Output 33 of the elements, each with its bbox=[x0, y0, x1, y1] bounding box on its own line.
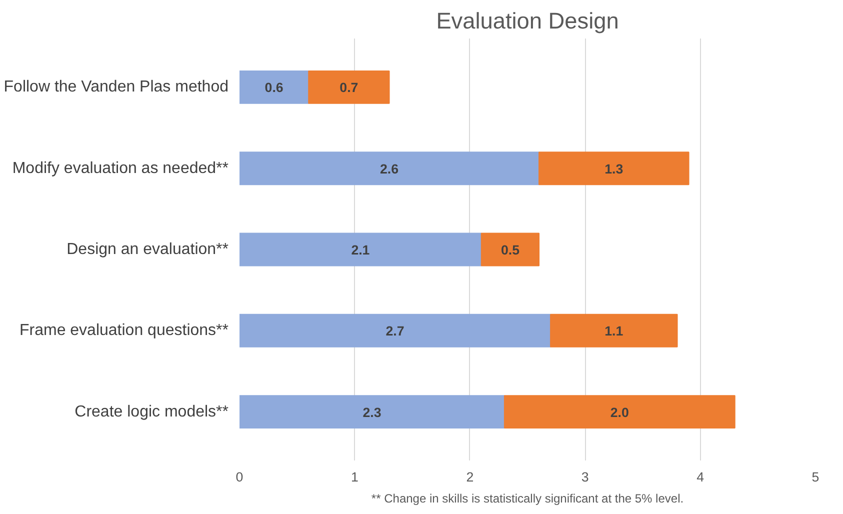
x-tick-label: 2 bbox=[466, 470, 474, 484]
bar bbox=[538, 152, 690, 186]
y-tick-label: Frame evaluation questions** bbox=[19, 322, 229, 340]
x-tick-label: 3 bbox=[581, 470, 589, 484]
x-tick-label: 1 bbox=[350, 470, 358, 484]
x-tick-label: 5 bbox=[812, 470, 820, 484]
data-label: 2.1 bbox=[351, 242, 370, 258]
bar bbox=[480, 232, 540, 266]
chart-title: Evaluation Design bbox=[436, 8, 619, 34]
x-tick-label: 0 bbox=[236, 470, 244, 484]
data-label: 1.1 bbox=[604, 324, 624, 339]
data-label: 2.7 bbox=[386, 324, 404, 339]
bar bbox=[240, 395, 505, 429]
bar bbox=[504, 395, 736, 429]
x-tick-label: 4 bbox=[696, 470, 705, 484]
data-label: 1.3 bbox=[604, 161, 624, 176]
data-label: 2.6 bbox=[380, 161, 399, 176]
data-label: 0.7 bbox=[340, 80, 358, 96]
y-tick-label: Create logic models** bbox=[74, 403, 229, 420]
y-tick-label: Design an evaluation** bbox=[66, 241, 228, 258]
bar bbox=[240, 70, 310, 104]
data-label: 0.5 bbox=[500, 242, 520, 258]
y-tick-label: Follow the Vanden Plas method bbox=[4, 78, 229, 96]
data-label: 2.3 bbox=[362, 404, 382, 420]
text: ** Change in skills is statistically significant at the 5% level. bbox=[371, 492, 684, 506]
bar bbox=[308, 70, 390, 104]
data-label: 2.0 bbox=[610, 404, 629, 420]
bar bbox=[240, 232, 482, 266]
bar bbox=[240, 314, 552, 348]
data-label: 0.6 bbox=[264, 80, 284, 96]
bar bbox=[550, 314, 678, 348]
y-tick-label: Modify evaluation as needed** bbox=[12, 160, 229, 177]
bar bbox=[240, 152, 540, 186]
